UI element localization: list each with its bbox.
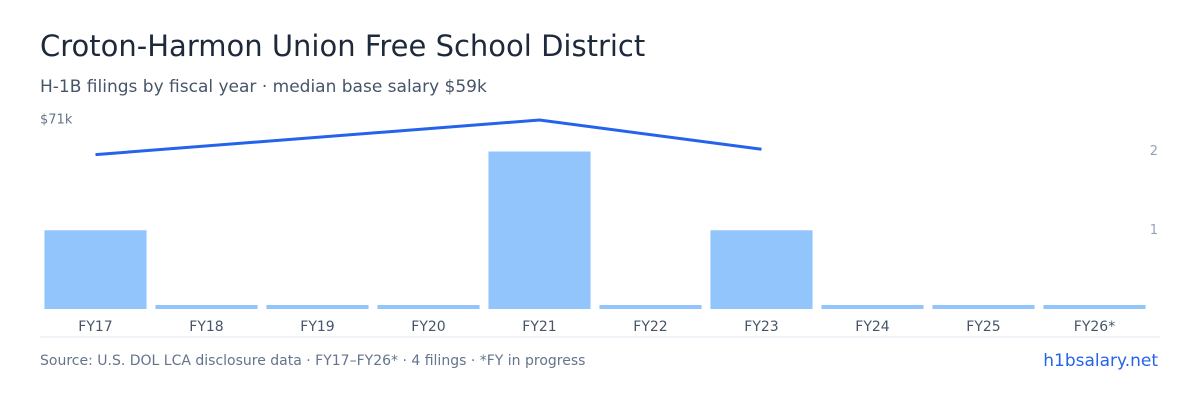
bar (821, 305, 924, 309)
salary-line (95, 118, 762, 157)
bar (710, 230, 813, 309)
x-tick-label: FY25 (966, 319, 1000, 335)
bar (377, 305, 480, 309)
x-tick-label: FY20 (411, 319, 445, 335)
y-tick-label: $71k (40, 113, 73, 128)
x-tick-label: FY19 (300, 319, 334, 335)
source-note: Source: U.S. DOL LCA disclosure data · F… (40, 353, 585, 369)
x-tick-label: FY26* (1074, 319, 1115, 335)
x-tick-label: FY17 (78, 319, 112, 335)
x-tick-label: FY24 (855, 319, 890, 335)
chart-subtitle: H-1B filings by fiscal year · median bas… (40, 77, 487, 97)
x-tick-label: FY22 (633, 319, 667, 335)
bar (44, 230, 147, 309)
bar (266, 305, 369, 309)
y2-tick-label: 1 (1150, 223, 1158, 238)
bar (932, 305, 1035, 309)
x-tick-label: FY18 (189, 319, 223, 335)
x-tick-label: FY21 (522, 319, 556, 335)
chart-title: Croton-Harmon Union Free School District (40, 29, 645, 63)
y2-tick-label: 2 (1150, 144, 1158, 159)
bar (488, 151, 591, 309)
bar (599, 305, 702, 309)
bar (1043, 305, 1146, 309)
bar (155, 305, 258, 309)
brand-link[interactable]: h1bsalary.net (1043, 351, 1158, 371)
x-tick-label: FY23 (744, 319, 778, 335)
